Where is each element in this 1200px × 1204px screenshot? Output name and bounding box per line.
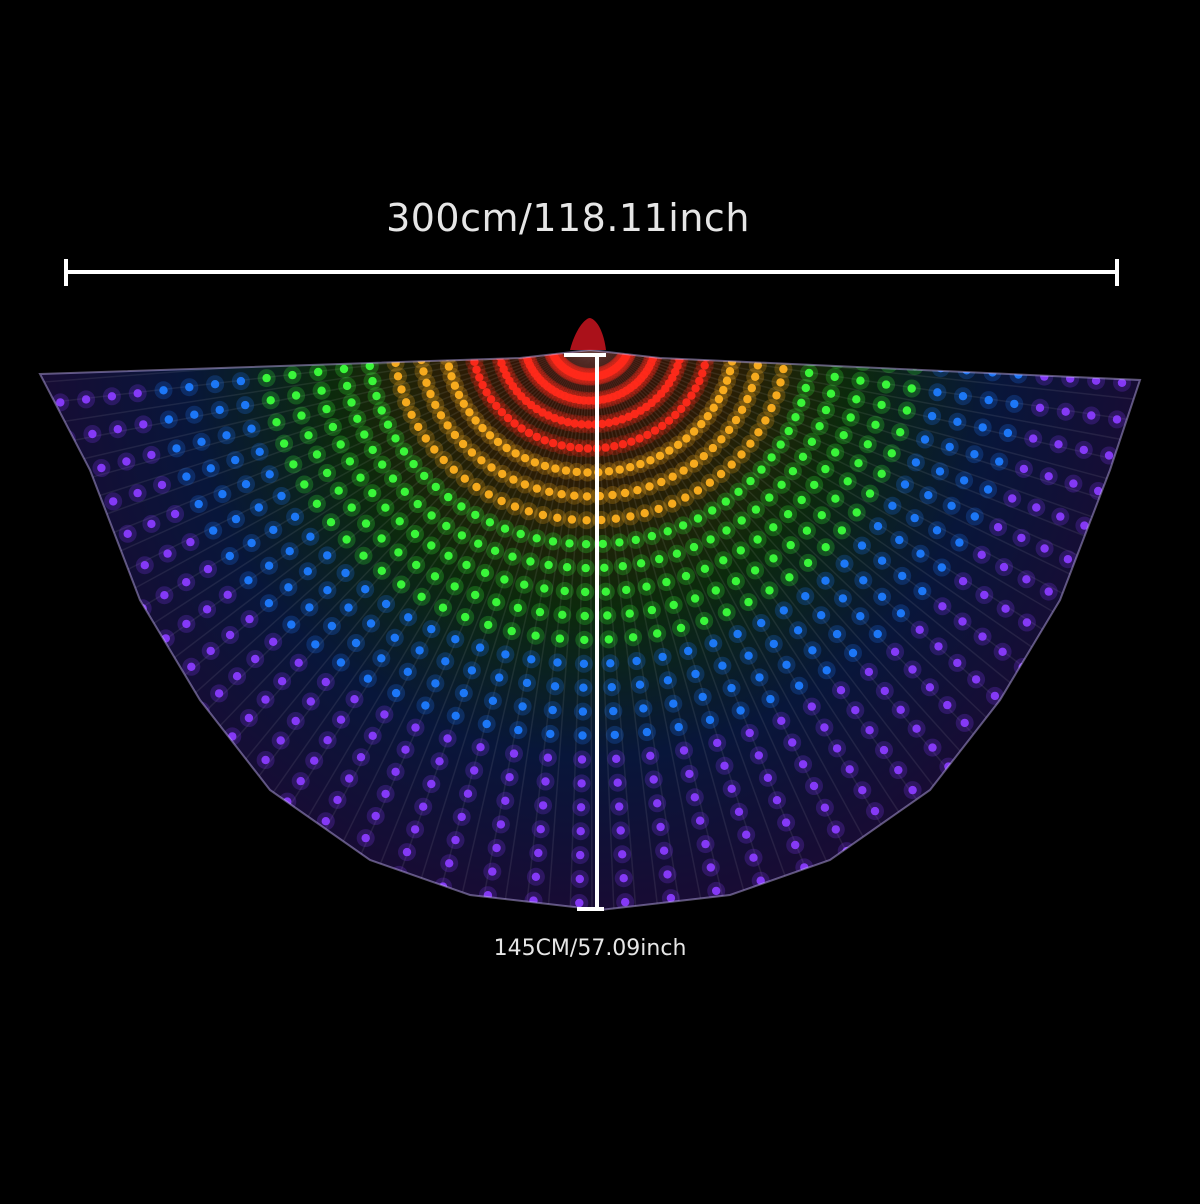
width-measurement-label: 300cm/118.11inch bbox=[0, 196, 1136, 240]
width-measure-line bbox=[66, 259, 1117, 286]
height-measurement-label: 145CM/57.09inch bbox=[400, 936, 780, 961]
wing-fabric bbox=[0, 300, 1200, 1040]
wing-neck-band bbox=[570, 318, 606, 350]
